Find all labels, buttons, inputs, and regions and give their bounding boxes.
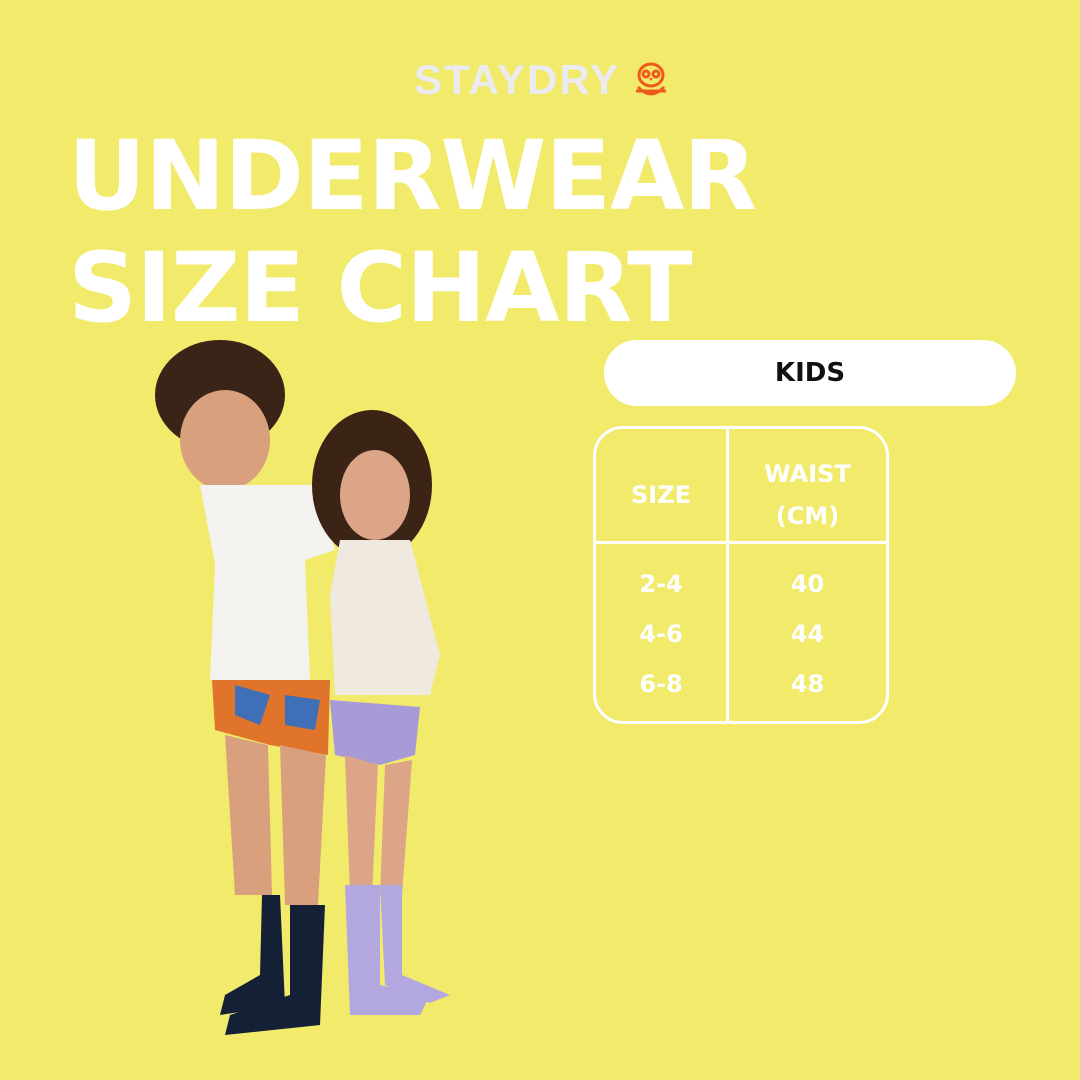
category-kids-label: KIDS	[604, 340, 1016, 406]
page-title: UNDERWEAR SIZE CHART	[68, 120, 757, 344]
size-cell: 6-8	[639, 670, 683, 698]
size-table: SIZE WAIST (CM) 2-4 4-6 6-8 40 44 48	[593, 426, 889, 724]
brand-name: STAYDRY	[414, 56, 621, 103]
header-waist: WAIST (CM)	[729, 453, 886, 537]
waist-column: 40 44 48	[729, 559, 886, 709]
header-waist-unit: (CM)	[775, 502, 840, 530]
size-column: 2-4 4-6 6-8	[596, 559, 726, 709]
kids-photo	[155, 340, 450, 1035]
penguin-icon	[636, 62, 667, 96]
title-line-1: UNDERWEAR	[68, 120, 757, 232]
table-divider-vertical	[726, 429, 729, 721]
waist-cell: 40	[790, 570, 825, 598]
waist-cell: 48	[790, 670, 825, 698]
size-cell: 4-6	[639, 620, 683, 648]
waist-cell: 44	[790, 620, 825, 648]
brand-logo: STAYDRY	[414, 56, 670, 104]
header-size: SIZE	[630, 481, 691, 509]
size-cell: 2-4	[639, 570, 683, 598]
title-line-2: SIZE CHART	[68, 232, 693, 344]
header-waist-label: WAIST	[764, 460, 851, 488]
table-divider-horizontal	[596, 541, 886, 544]
